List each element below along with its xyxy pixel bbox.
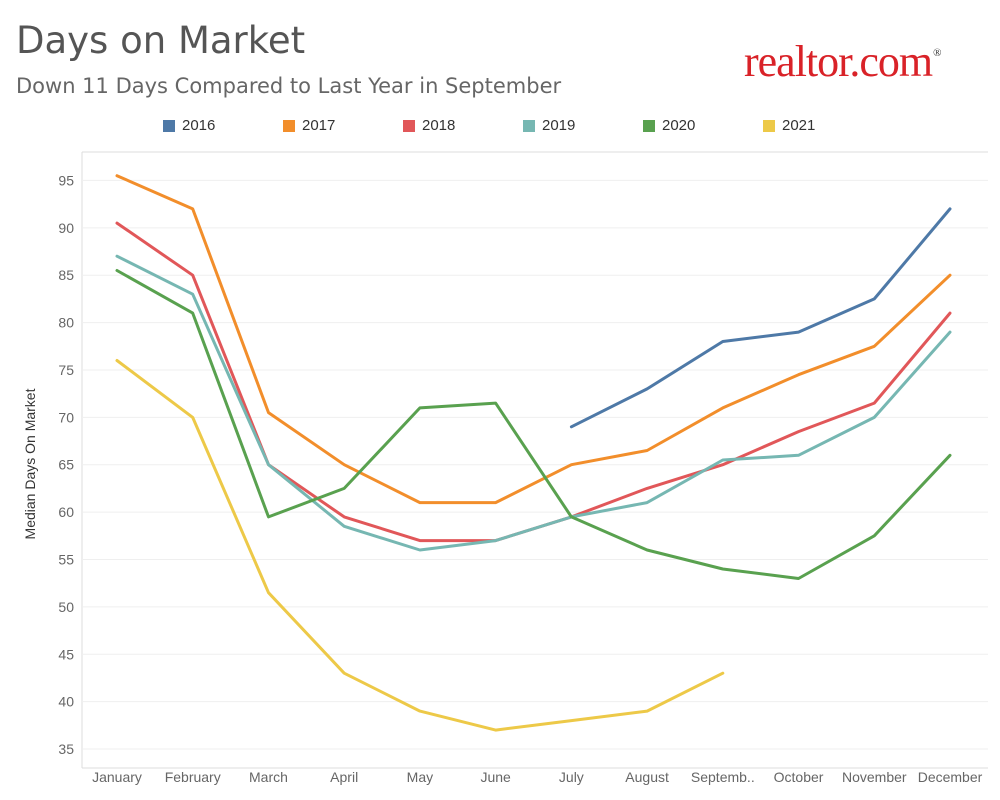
y-tick-label-55: 55 bbox=[58, 552, 74, 568]
series-line-2019 bbox=[115, 254, 952, 552]
x-tick-label-4: May bbox=[407, 769, 433, 785]
y-tick-label-50: 50 bbox=[58, 599, 74, 615]
legend-swatch bbox=[763, 119, 775, 132]
legend-item-2019: 2019 bbox=[523, 117, 575, 134]
legend-swatch bbox=[283, 119, 295, 132]
y-tick-label-90: 90 bbox=[58, 220, 74, 236]
series-line-2021 bbox=[115, 359, 725, 732]
x-tick-label-10: November bbox=[842, 769, 907, 785]
legend-item-2018: 2018 bbox=[403, 117, 455, 134]
legend-item-2017: 2017 bbox=[283, 117, 335, 134]
legend-label: 2021 bbox=[782, 117, 816, 134]
x-tick-label-9: October bbox=[774, 769, 824, 785]
y-tick-label-80: 80 bbox=[58, 315, 74, 331]
x-tick-label-2: March bbox=[249, 769, 288, 785]
legend-item-2016: 2016 bbox=[163, 117, 215, 134]
y-tick-label-35: 35 bbox=[58, 741, 74, 757]
series-line-2016 bbox=[569, 207, 952, 429]
chart-title: Days on Market bbox=[16, 19, 306, 62]
legend-swatch bbox=[523, 119, 535, 132]
chart-legend: 2016 2017 2018 2019 2020 2021 bbox=[0, 117, 1000, 139]
series-line-2017 bbox=[115, 174, 952, 505]
y-tick-label-95: 95 bbox=[58, 172, 74, 188]
x-tick-label-3: April bbox=[330, 769, 358, 785]
chart-subtitle: Down 11 Days Compared to Last Year in Se… bbox=[16, 74, 562, 98]
y-tick-label-75: 75 bbox=[58, 362, 74, 378]
x-tick-label-7: August bbox=[625, 769, 669, 785]
registered-mark: ® bbox=[933, 47, 941, 59]
legend-item-2021: 2021 bbox=[763, 117, 815, 134]
y-tick-label-45: 45 bbox=[58, 646, 74, 662]
x-tick-label-5: June bbox=[480, 769, 511, 785]
legend-label: 2018 bbox=[422, 117, 456, 134]
legend-swatch bbox=[163, 119, 175, 132]
y-tick-label-85: 85 bbox=[58, 267, 74, 283]
legend-label: 2016 bbox=[182, 117, 216, 134]
legend-swatch bbox=[403, 119, 415, 132]
x-tick-label-11: December bbox=[918, 769, 983, 785]
y-tick-label-70: 70 bbox=[58, 409, 74, 425]
legend-label: 2019 bbox=[542, 117, 576, 134]
realtor-logo: realtor.com® bbox=[744, 37, 942, 86]
x-tick-label-0: January bbox=[92, 769, 142, 785]
y-tick-label-40: 40 bbox=[58, 694, 74, 710]
legend-label: 2020 bbox=[662, 117, 696, 134]
y-tick-label-60: 60 bbox=[58, 504, 74, 520]
series-line-2020 bbox=[115, 269, 952, 580]
logo-text: realtor.com bbox=[744, 37, 933, 86]
legend-item-2020: 2020 bbox=[643, 117, 695, 134]
y-tick-label-65: 65 bbox=[58, 457, 74, 473]
x-tick-label-8: Septemb.. bbox=[691, 769, 755, 785]
series-line-2018 bbox=[115, 221, 952, 543]
legend-label: 2017 bbox=[302, 117, 336, 134]
x-tick-label-1: February bbox=[165, 769, 221, 785]
x-tick-label-6: July bbox=[559, 769, 584, 785]
y-axis-title: Median Days On Market bbox=[22, 388, 38, 539]
legend-swatch bbox=[643, 119, 655, 132]
